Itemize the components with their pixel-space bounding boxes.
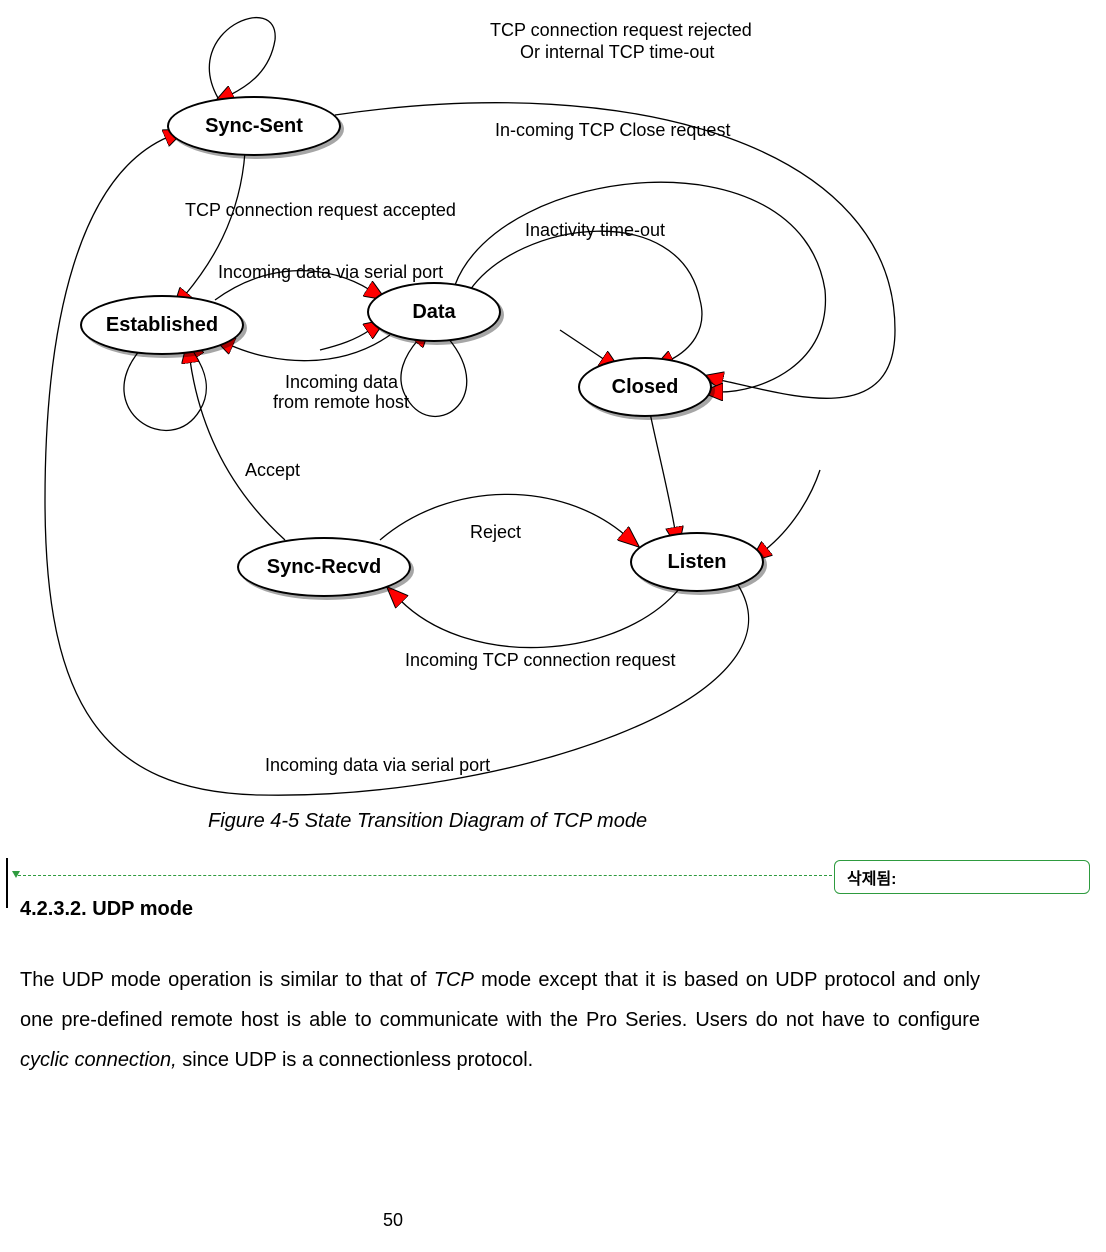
section-heading: 4.2.3.2. UDP mode (20, 898, 193, 921)
edge-syncsent-self (209, 18, 275, 98)
edge-into-listen-right (765, 470, 820, 550)
page: Sync-Sent Established Data Closed Listen… (0, 0, 1106, 1252)
node-label: Sync-Recvd (267, 556, 382, 579)
node-label: Established (106, 314, 218, 337)
para-text: since UDP is a connectionless protocol. (177, 1049, 533, 1071)
para-text-italic: TCP (434, 969, 474, 991)
revision-bubble-label: 삭제됨: (847, 871, 897, 888)
node-closed: Closed (578, 357, 712, 417)
edge-listen-syncrecvd (400, 588, 680, 648)
label-incoming-close: In-coming TCP Close request (495, 120, 730, 141)
label-inactivity: Inactivity time-out (525, 220, 665, 241)
label-accept: Accept (245, 460, 300, 481)
label-rejected-2: Or internal TCP time-out (520, 42, 714, 63)
label-reject: Reject (470, 522, 521, 543)
label-incoming-remote-2: from remote host (273, 392, 409, 413)
node-established: Established (80, 295, 244, 355)
page-number: 50 (383, 1210, 403, 1231)
edge-data-established (230, 335, 390, 361)
node-label: Listen (668, 551, 727, 574)
edge-into-closed-lower (560, 330, 605, 360)
edge-established-self (124, 350, 206, 430)
node-sync-sent: Sync-Sent (167, 96, 341, 156)
node-data: Data (367, 282, 501, 342)
edge-into-data-extra (320, 330, 370, 350)
label-incoming-remote-1: Incoming data (285, 372, 398, 393)
edge-syncrecvd-established (190, 360, 285, 540)
edge-data-closed-inactivity (470, 231, 702, 360)
edge-data-self (401, 338, 467, 416)
para-text: The UDP mode operation is similar to tha… (20, 969, 434, 991)
node-label: Data (412, 301, 455, 324)
para-text-italic: cyclic connection, (20, 1049, 177, 1071)
label-incoming-serial-top: Incoming data via serial port (218, 262, 443, 283)
revision-bubble: 삭제됨: (834, 860, 1090, 894)
revision-connector (18, 875, 832, 876)
label-conn-accepted: TCP connection request accepted (185, 200, 456, 221)
label-rejected-1: TCP connection request rejected (490, 20, 752, 41)
node-listen: Listen (630, 532, 764, 592)
body-paragraph: The UDP mode operation is similar to tha… (20, 960, 980, 1080)
node-sync-recvd: Sync-Recvd (237, 537, 411, 597)
label-incoming-serial-bot: Incoming data via serial port (265, 755, 490, 776)
label-incoming-tcp-req: Incoming TCP connection request (405, 650, 676, 671)
node-label: Sync-Sent (205, 115, 303, 138)
figure-caption: Figure 4-5 State Transition Diagram of T… (208, 810, 647, 833)
change-bar (6, 858, 8, 908)
node-label: Closed (612, 376, 679, 399)
edge-closed-listen (650, 413, 675, 530)
